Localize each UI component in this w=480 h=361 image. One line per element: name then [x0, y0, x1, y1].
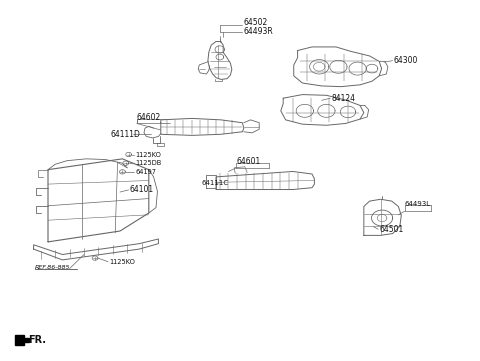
Text: 64601: 64601 [236, 157, 261, 166]
Text: 1125DB: 1125DB [135, 160, 162, 166]
Text: 64101: 64101 [130, 186, 154, 194]
Text: 1125KO: 1125KO [135, 152, 161, 157]
Text: 64300: 64300 [394, 56, 418, 65]
Polygon shape [15, 335, 29, 345]
Text: 64111C: 64111C [202, 180, 229, 186]
Text: 64502: 64502 [244, 18, 268, 27]
Text: 64493L: 64493L [405, 201, 431, 206]
Text: 64602: 64602 [137, 113, 161, 122]
Text: 64111D: 64111D [110, 130, 140, 139]
Text: FR.: FR. [28, 335, 46, 345]
Text: 1125KO: 1125KO [109, 260, 135, 265]
Text: REF.86-885: REF.86-885 [35, 265, 70, 270]
Text: 64197: 64197 [135, 169, 156, 175]
Text: 64493R: 64493R [244, 27, 274, 36]
Text: 84124: 84124 [331, 94, 355, 103]
Text: 64501: 64501 [379, 225, 404, 234]
